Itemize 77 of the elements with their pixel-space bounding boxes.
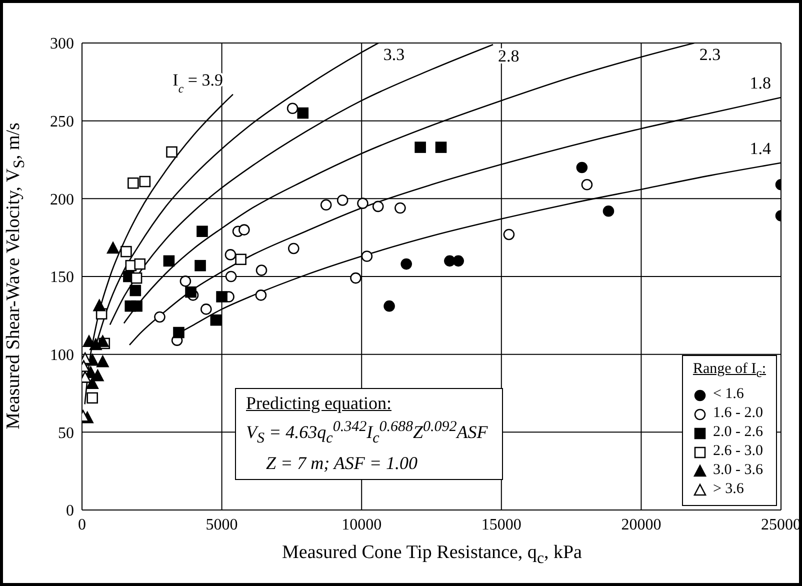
point [224, 249, 236, 260]
point [602, 205, 614, 217]
point [180, 276, 192, 287]
series-label: 3.3 [383, 45, 405, 64]
legend-label: 1.6 - 2.0 [712, 404, 763, 423]
point [372, 200, 384, 212]
legend-label: > 3.6 [712, 480, 744, 499]
y-tick-label: 50 [58, 424, 74, 442]
point [134, 258, 146, 270]
y-tick-label: 300 [50, 36, 74, 53]
point [320, 199, 332, 211]
point [200, 304, 212, 315]
text: V$_{S}$ = 4.63q$_{c}$$^{0.342}$I$_{c}$$^{0.688}$Z$^{0.092}$ASF [246, 419, 488, 447]
annotation: Predicting equation: [246, 392, 392, 415]
y-tick-label: 150 [50, 269, 74, 286]
point [256, 264, 268, 276]
point [106, 242, 120, 254]
point [185, 286, 196, 298]
annotation: Z = 7 m; ASF = 1.00 [265, 452, 418, 475]
point [414, 142, 426, 153]
point [139, 176, 151, 188]
x-axis-title: Measured Cone Tip Resistance, q$_{c}$, kPa [281, 542, 583, 568]
point [286, 102, 298, 114]
point [86, 377, 98, 390]
point [130, 284, 142, 296]
point [435, 142, 447, 153]
point [255, 290, 267, 301]
point [225, 270, 237, 282]
legend-label: 2.0 - 2.6 [712, 423, 763, 442]
point [576, 162, 588, 174]
point [86, 392, 98, 404]
point [96, 335, 109, 348]
point [288, 242, 300, 254]
y-tick-label: 200 [50, 191, 74, 208]
y-tick-label: 0 [66, 502, 74, 520]
point [194, 260, 206, 272]
point [297, 107, 309, 119]
legend-label: < 1.6 [712, 385, 744, 404]
point [128, 177, 139, 189]
point [400, 258, 412, 270]
point [166, 146, 178, 158]
point [96, 355, 109, 368]
y-tick-label: 250 [50, 114, 74, 131]
point [238, 224, 250, 236]
x-tick-label: 20000 [621, 516, 662, 534]
point [216, 291, 228, 302]
point [130, 272, 142, 284]
point [235, 254, 246, 266]
point [361, 250, 373, 262]
x-tick-label: 0 [78, 516, 86, 534]
series-label: 1.8 [750, 73, 771, 92]
legend-title: Range of I$_{c}$: [692, 360, 766, 382]
point [503, 228, 515, 240]
point [384, 300, 395, 312]
x-tick-label: 15000 [481, 516, 522, 534]
point [210, 314, 222, 326]
point [154, 311, 166, 323]
point [581, 179, 593, 190]
legend-label: 3.0 - 3.6 [712, 461, 763, 480]
point [357, 198, 368, 209]
y-tick-label: 100 [50, 347, 74, 364]
legend-label: 2.6 - 3.0 [712, 442, 763, 461]
x-tick-label: 5000 [206, 516, 238, 534]
point [350, 272, 362, 284]
point [92, 369, 104, 382]
series-label: 2.3 [699, 45, 721, 64]
point [120, 246, 132, 258]
point [163, 255, 175, 267]
point [394, 202, 406, 214]
point [336, 194, 348, 206]
point [452, 255, 464, 267]
point [93, 299, 106, 312]
series-label: 1.4 [750, 138, 772, 158]
point [173, 326, 184, 338]
x-tick-label: 10000 [342, 516, 382, 534]
point [131, 300, 142, 312]
point [196, 226, 208, 238]
